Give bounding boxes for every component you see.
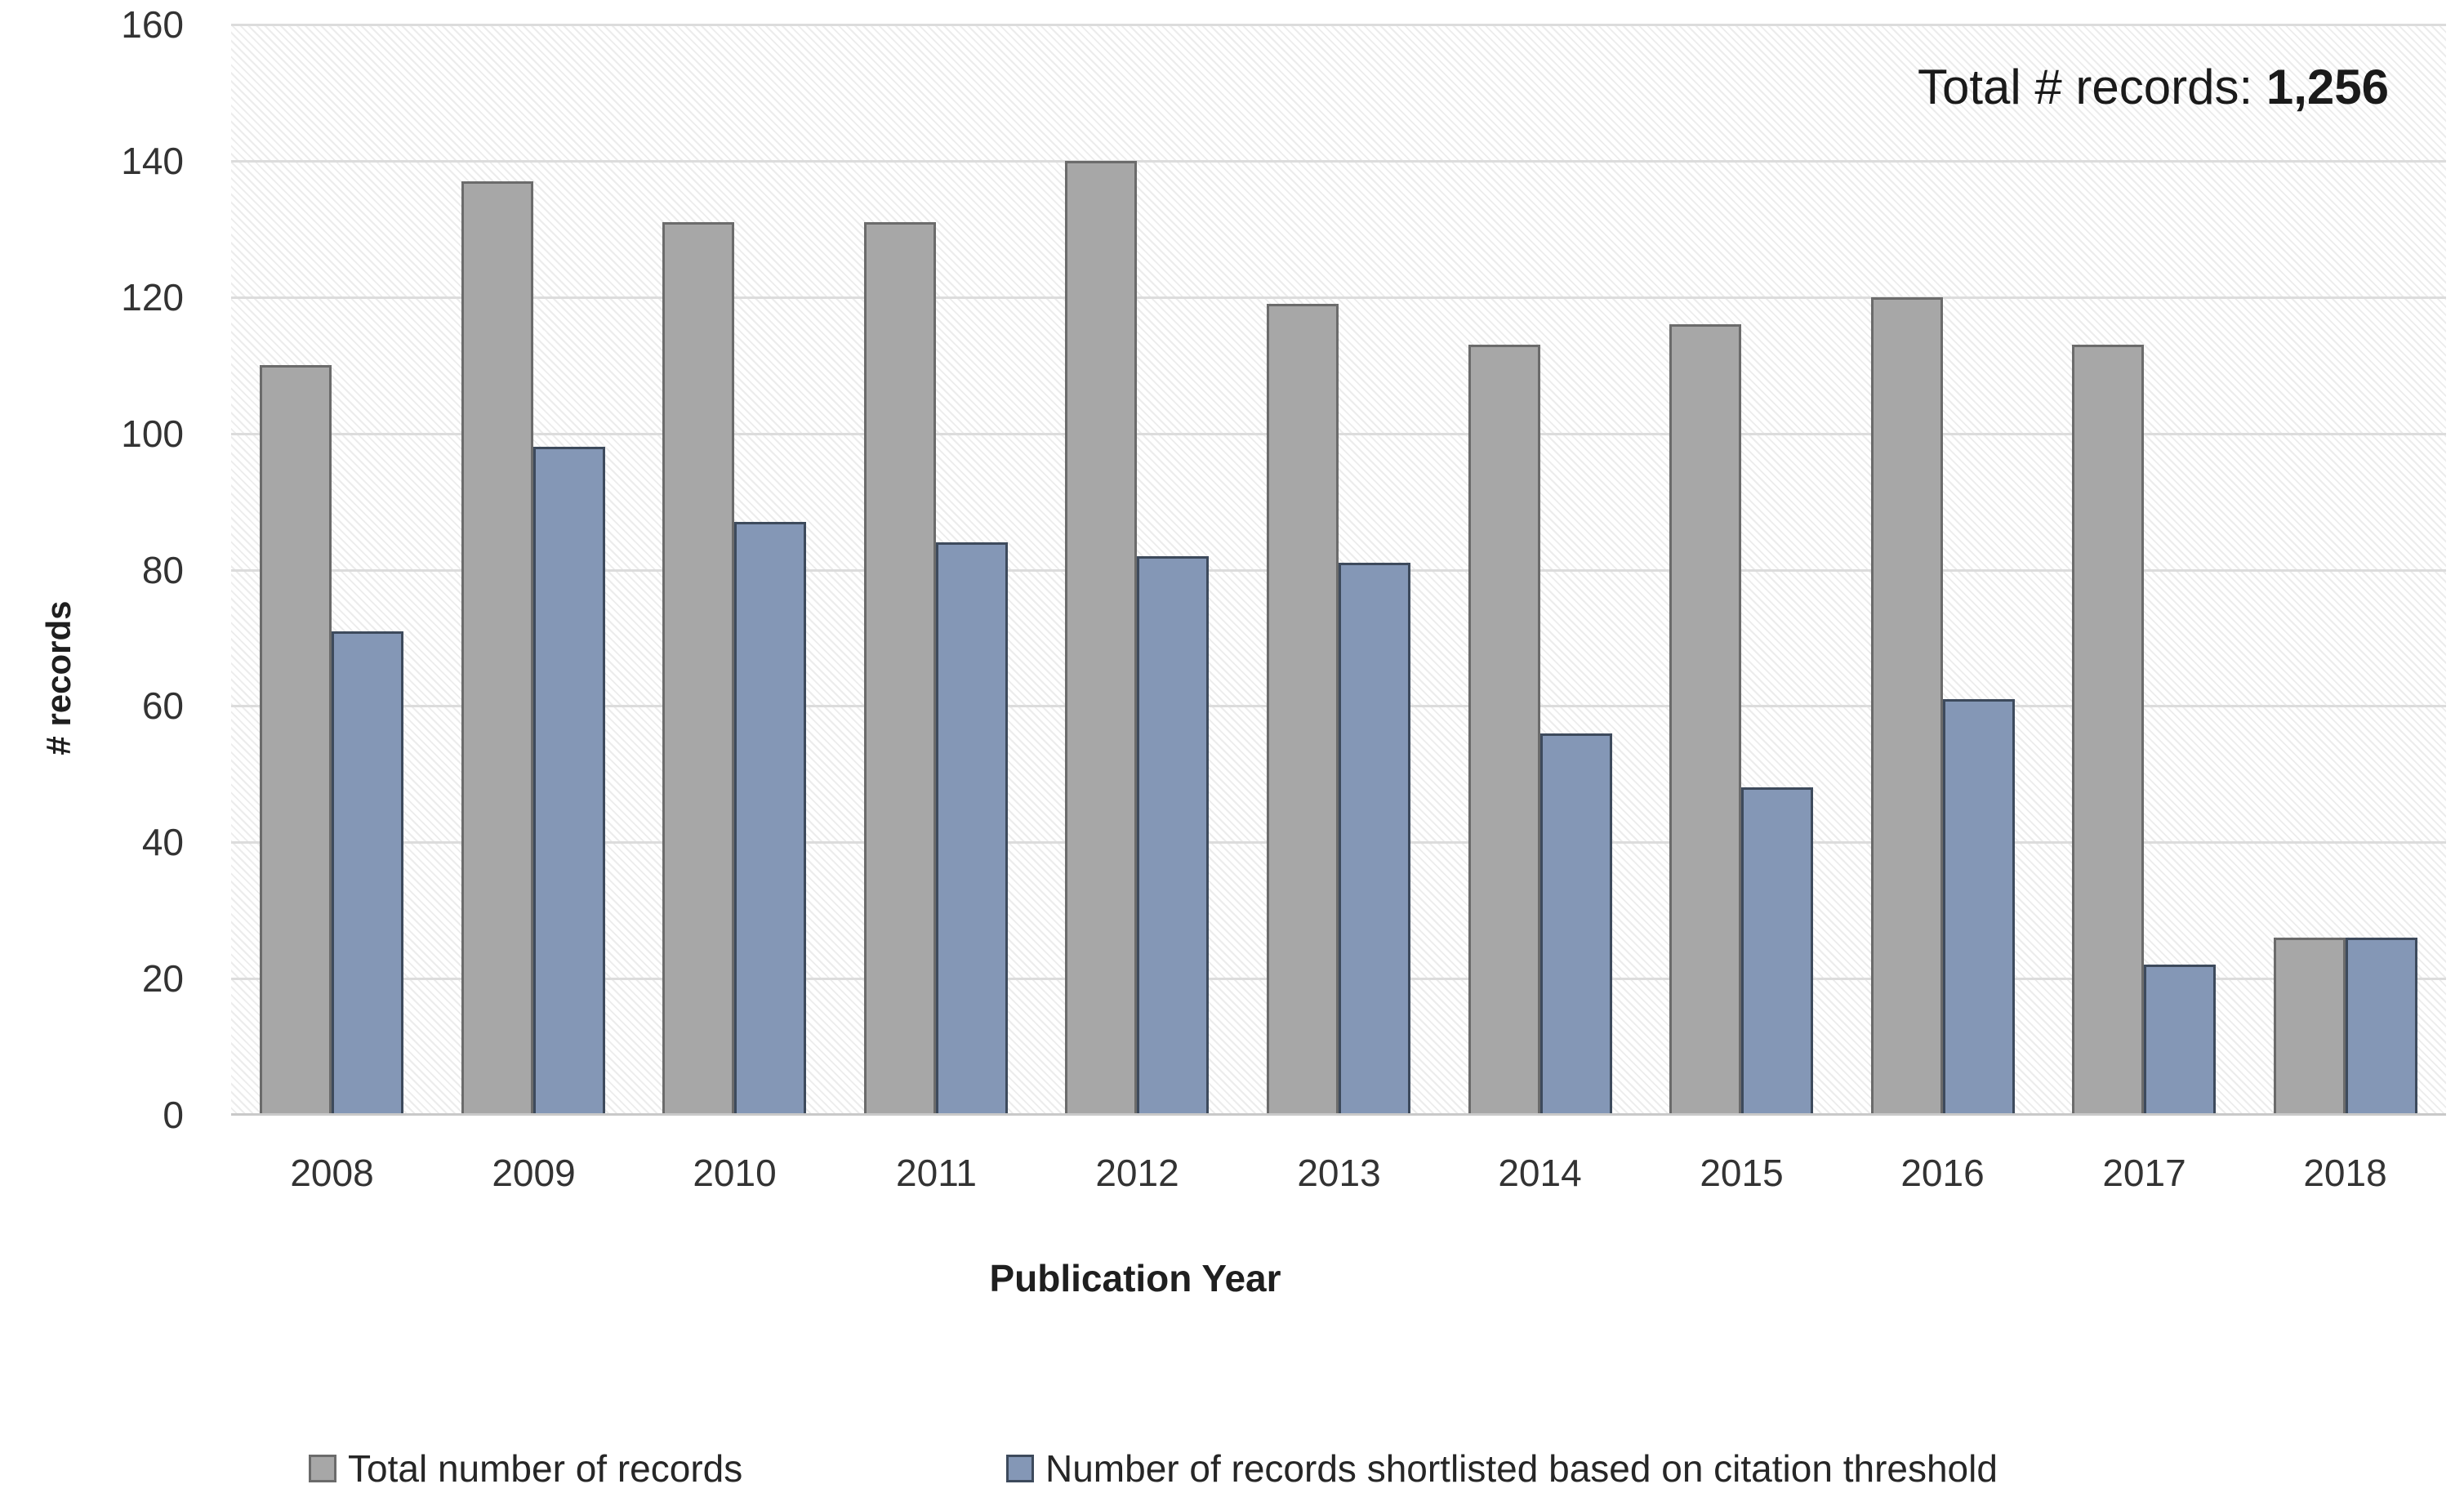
plot-area xyxy=(231,24,2446,1116)
gridline-120 xyxy=(231,296,2446,299)
bar-shortlisted-2011 xyxy=(936,542,1008,1115)
x-tick-label-2018: 2018 xyxy=(2303,1152,2387,1194)
y-tick-label-20: 20 xyxy=(141,957,184,1000)
legend-label-shortlisted-records: Number of records shortlisted based on c… xyxy=(1045,1447,1998,1490)
bar-shortlisted-2016 xyxy=(1943,699,2015,1115)
bar-shortlisted-2012 xyxy=(1137,556,1209,1115)
y-axis-title: # records xyxy=(39,600,78,755)
bar-shortlisted-2014 xyxy=(1540,733,1612,1115)
gridline-160 xyxy=(231,24,2446,26)
x-tick-label-2011: 2011 xyxy=(896,1152,977,1194)
legend: Total number of records Number of record… xyxy=(0,1447,2464,1496)
x-tick-label-2012: 2012 xyxy=(1095,1152,1179,1194)
y-tick-label-0: 0 xyxy=(163,1094,184,1136)
x-tick-label-2016: 2016 xyxy=(1900,1152,1985,1194)
legend-swatch-total-records xyxy=(309,1455,336,1482)
bar-total-2008 xyxy=(260,365,332,1115)
bar-total-2011 xyxy=(864,222,936,1115)
bar-total-2017 xyxy=(2072,345,2144,1115)
y-tick-label-160: 160 xyxy=(121,3,184,46)
x-tick-label-2008: 2008 xyxy=(290,1152,374,1194)
bar-shortlisted-2018 xyxy=(2346,938,2417,1115)
legend-label-total-records: Total number of records xyxy=(348,1447,743,1490)
x-tick-label-2015: 2015 xyxy=(1700,1152,1784,1194)
x-tick-label-2014: 2014 xyxy=(1498,1152,1582,1194)
legend-swatch-shortlisted-records xyxy=(1006,1455,1034,1482)
bar-total-2012 xyxy=(1065,161,1137,1115)
bar-total-2016 xyxy=(1871,297,1943,1115)
legend-item-total-records: Total number of records xyxy=(309,1447,742,1490)
bar-shortlisted-2010 xyxy=(734,522,806,1115)
annotation-value: 1,256 xyxy=(2266,60,2389,114)
x-tick-label-2010: 2010 xyxy=(693,1152,777,1194)
y-tick-label-100: 100 xyxy=(121,412,184,455)
y-tick-label-60: 60 xyxy=(141,684,184,727)
bar-total-2009 xyxy=(461,181,533,1115)
x-tick-label-2009: 2009 xyxy=(492,1152,576,1194)
bar-shortlisted-2013 xyxy=(1339,563,1410,1115)
bar-shortlisted-2017 xyxy=(2144,965,2216,1115)
bar-total-2018 xyxy=(2274,938,2346,1115)
y-tick-label-120: 120 xyxy=(121,276,184,319)
y-tick-label-40: 40 xyxy=(141,821,184,863)
bar-shortlisted-2015 xyxy=(1741,787,1813,1115)
x-axis-line xyxy=(231,1113,2446,1116)
bar-total-2014 xyxy=(1468,345,1540,1115)
bar-shortlisted-2008 xyxy=(332,631,403,1115)
legend-item-shortlisted-records: Number of records shortlisted based on c… xyxy=(1006,1447,1998,1490)
annotation-label: Total # records: xyxy=(1917,60,2266,114)
x-tick-label-2017: 2017 xyxy=(2102,1152,2186,1194)
gridline-100 xyxy=(231,433,2446,435)
total-records-annotation: Total # records: 1,256 xyxy=(1918,59,2389,115)
x-axis-title: Publication Year xyxy=(989,1257,1281,1299)
bar-total-2010 xyxy=(662,222,734,1115)
y-tick-label-140: 140 xyxy=(121,140,184,182)
bar-total-2013 xyxy=(1267,304,1339,1115)
bar-shortlisted-2009 xyxy=(533,447,605,1115)
y-tick-label-80: 80 xyxy=(141,549,184,591)
x-tick-label-2013: 2013 xyxy=(1297,1152,1381,1194)
gridline-140 xyxy=(231,160,2446,163)
bar-total-2015 xyxy=(1669,324,1741,1115)
